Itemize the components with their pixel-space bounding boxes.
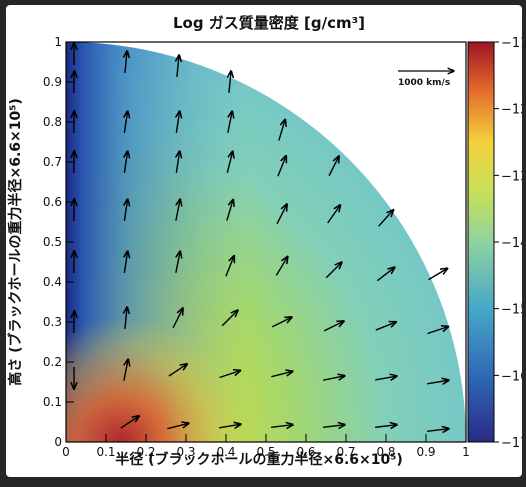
velocity-arrow xyxy=(327,205,341,224)
x-tick-label: 0.5 xyxy=(256,445,275,459)
y-tick-label: 0.5 xyxy=(43,235,62,249)
velocity-arrow xyxy=(172,308,183,329)
velocity-arrow xyxy=(427,327,449,335)
velocity-arrow xyxy=(270,425,293,428)
density-chart: Log ガス質量密度 [g/cm³] 0 0.1 0.2 0.3 0.4 0.5 0.6 0.… xyxy=(7,14,522,468)
velocity-arrow xyxy=(124,359,128,381)
velocity-arrow xyxy=(322,425,345,428)
velocity-arrow xyxy=(278,119,285,141)
velocity-arrow xyxy=(323,376,345,380)
velocity-arrow xyxy=(375,376,397,380)
velocity-arrow xyxy=(124,251,127,273)
x-tick-label: 0.2 xyxy=(136,445,155,459)
velocity-arrow xyxy=(124,151,127,173)
velocity-arrow xyxy=(325,262,342,279)
velocity-arrow xyxy=(125,307,127,330)
velocity-arrow xyxy=(176,199,180,221)
y-tick-label: 0 xyxy=(54,435,62,449)
velocity-arrow xyxy=(323,321,344,332)
x-tick-label: 0.8 xyxy=(376,445,395,459)
y-tick-label: 0.8 xyxy=(43,115,62,129)
velocity-arrow xyxy=(328,156,339,177)
x-axis-ticks: 0 0.1 0.2 0.3 0.4 0.5 0.6 0.7 0.8 0.9 1 xyxy=(62,434,470,459)
velocity-arrow xyxy=(219,371,241,379)
x-axis-label: 半径 (ブラックホールの重力半径×6.6×10⁵) xyxy=(115,451,403,468)
velocity-arrow xyxy=(426,429,449,432)
velocity-arrow xyxy=(124,111,127,133)
x-tick-label: 1 xyxy=(462,445,470,459)
velocity-arrow xyxy=(167,423,188,430)
y-tick-label: 0.6 xyxy=(43,195,62,209)
chart-title: Log ガス質量密度 [g/cm³] xyxy=(173,14,365,32)
colorbar-tick-label: −13 xyxy=(501,169,522,184)
velocity-arrow xyxy=(271,317,292,328)
colorbar-tick-label: −16 xyxy=(501,369,522,384)
velocity-scale-key: 1000 km/s xyxy=(398,71,454,88)
velocity-arrow xyxy=(124,199,127,221)
velocity-arrow xyxy=(276,204,287,225)
velocity-arrow xyxy=(177,55,179,78)
colorbar-tick-label: −12 xyxy=(501,103,522,118)
velocity-arrow xyxy=(427,380,449,384)
velocity-arrow xyxy=(74,199,75,222)
x-tick-label: 0.7 xyxy=(336,445,355,459)
y-tick-label: 0.4 xyxy=(43,275,62,289)
y-tick-label: 0.9 xyxy=(43,75,62,89)
y-axis-label: 高さ (ブラックホールの重力半径×6.6×10⁵) xyxy=(7,98,24,386)
velocity-arrow xyxy=(226,199,233,221)
x-tick-label: 0.1 xyxy=(96,445,115,459)
colorbar-ticks: −17 −16 −15 −14 −13 −12 −11 xyxy=(494,36,522,451)
velocity-arrow xyxy=(125,51,127,74)
y-tick-label: 0.2 xyxy=(43,355,62,369)
y-tick-label: 0.1 xyxy=(43,395,62,409)
velocity-arrow xyxy=(277,156,286,177)
density-field xyxy=(66,42,466,442)
colorbar xyxy=(467,41,495,443)
colorbar-tick-label: −15 xyxy=(501,303,522,318)
velocity-arrow xyxy=(176,151,179,173)
y-axis-ticks: 0 0.1 0.2 0.3 0.4 0.5 0.6 0.7 0.8 0.9 1 xyxy=(43,35,74,449)
x-tick-label: 0.3 xyxy=(176,445,195,459)
velocity-arrow xyxy=(374,425,397,428)
velocity-arrow xyxy=(375,322,396,331)
velocity-arrow xyxy=(219,424,241,428)
velocity-arrow xyxy=(228,111,232,133)
velocity-arrow xyxy=(225,256,234,277)
velocity-arrow xyxy=(221,310,238,327)
velocity-arrow xyxy=(74,251,75,274)
velocity-arrow xyxy=(229,71,231,94)
y-tick-label: 1 xyxy=(54,35,62,49)
x-tick-label: 0.4 xyxy=(216,445,235,459)
colorbar-tick-label: −14 xyxy=(501,236,522,251)
colorbar-tick-label: −17 xyxy=(501,436,522,451)
velocity-arrow xyxy=(226,151,232,173)
x-tick-label: 0 xyxy=(62,445,70,459)
velocity-arrow xyxy=(176,251,180,273)
scale-label: 1000 km/s xyxy=(398,78,450,88)
velocity-arrow xyxy=(120,416,139,429)
colorbar-tick-label: −11 xyxy=(501,36,522,51)
velocity-arrow xyxy=(168,364,187,377)
velocity-arrow xyxy=(275,257,287,276)
velocity-arrow xyxy=(271,371,292,378)
velocity-arrow xyxy=(376,267,394,282)
x-tick-label: 0.9 xyxy=(416,445,435,459)
velocity-arrows xyxy=(74,43,449,431)
y-tick-label: 0.7 xyxy=(43,155,62,169)
y-tick-label: 0.3 xyxy=(43,315,62,329)
x-tick-label: 0.6 xyxy=(296,445,315,459)
velocity-arrow xyxy=(378,210,394,227)
velocity-arrow xyxy=(428,268,448,281)
velocity-arrow xyxy=(176,111,179,133)
